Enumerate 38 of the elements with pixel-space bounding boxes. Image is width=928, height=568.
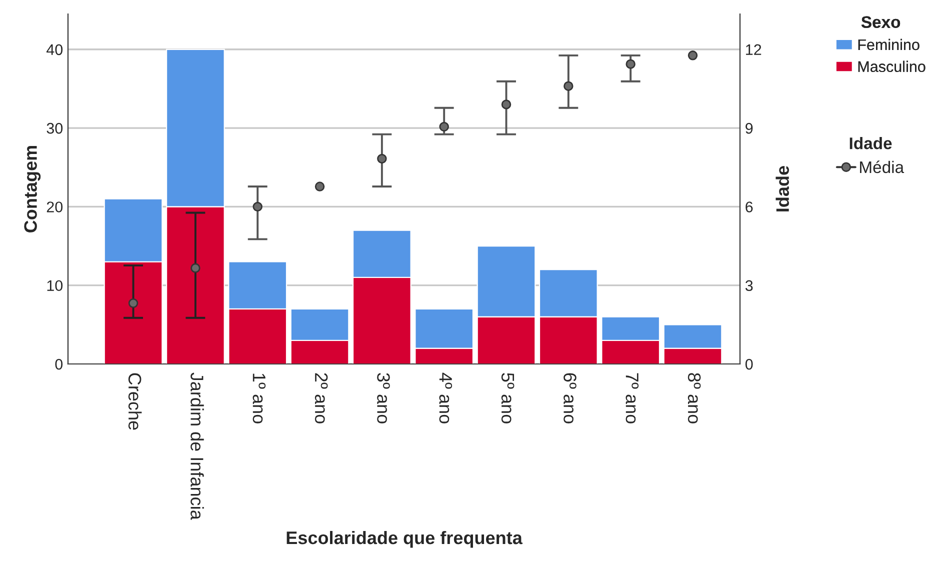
x-tick-label: 5º ano	[501, 373, 514, 424]
y2-tick-label: 9	[746, 122, 753, 134]
y-tick-label: 30	[46, 122, 63, 134]
point	[314, 182, 325, 192]
x-tick-label: 1º ano	[252, 374, 266, 424]
y2-axis-title: Idade	[776, 166, 790, 212]
y-tick-label: 0	[55, 358, 63, 370]
y-tick-label: 40	[46, 44, 63, 56]
x-tick-label: Jardim de Infancia	[190, 372, 204, 520]
x-tick-label: 6º ano	[564, 373, 576, 424]
x-tick-label: 4º ano	[439, 372, 452, 424]
point	[252, 202, 262, 212]
point	[626, 59, 636, 69]
y-tick-label: 20	[46, 202, 63, 212]
y2-tick-label: 0	[745, 358, 753, 370]
y2-tick-label: 3	[745, 280, 753, 292]
x-tick-label: 8º ano	[688, 373, 701, 424]
point	[688, 50, 698, 60]
x-tick-label: Creche	[128, 373, 142, 430]
x-tick-label: 3º ano	[377, 373, 390, 424]
legend-label: Feminino	[858, 38, 920, 50]
point	[128, 298, 138, 308]
legend-title: Sexo	[861, 16, 900, 28]
legend-label: Masculino	[858, 60, 926, 72]
y-tick-label: 10	[47, 280, 63, 292]
point	[190, 263, 200, 273]
x-axis-title: Escolaridade que frequenta	[286, 530, 523, 548]
x-tick-label: 7º ano	[626, 373, 639, 424]
x-tick-label: 2º ano	[314, 373, 328, 424]
y2-tick-label: 6	[746, 202, 753, 212]
text: Idade	[850, 137, 892, 150]
legend-label: Média	[860, 160, 904, 174]
point	[439, 122, 449, 132]
y-axis-title: Contagem	[24, 146, 41, 232]
y2-tick-label: 12	[746, 44, 762, 55]
point	[564, 81, 574, 91]
point	[377, 154, 387, 164]
point	[501, 100, 512, 110]
